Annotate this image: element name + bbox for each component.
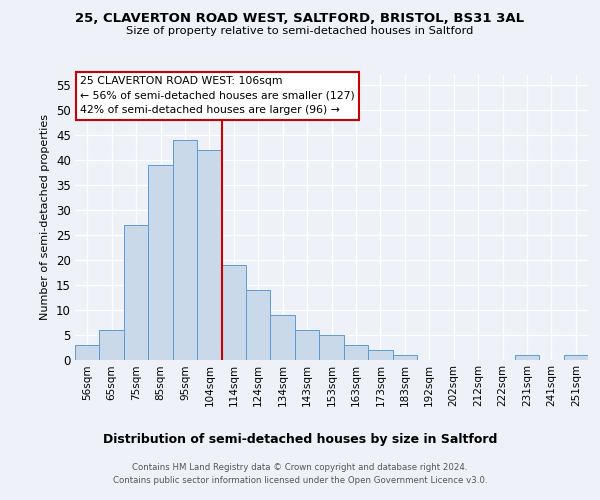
Bar [515,355,539,360]
Bar [124,225,148,360]
Bar [221,265,246,360]
Bar [344,345,368,360]
Text: 25, CLAVERTON ROAD WEST, SALTFORD, BRISTOL, BS31 3AL: 25, CLAVERTON ROAD WEST, SALTFORD, BRIST… [76,12,524,26]
Bar [173,140,197,360]
Bar [563,355,588,360]
Bar [368,350,392,360]
Text: 25 CLAVERTON ROAD WEST: 106sqm
← 56% of semi-detached houses are smaller (127)
4: 25 CLAVERTON ROAD WEST: 106sqm ← 56% of … [80,76,355,115]
Text: Contains public sector information licensed under the Open Government Licence v3: Contains public sector information licen… [113,476,487,485]
Text: Contains HM Land Registry data © Crown copyright and database right 2024.: Contains HM Land Registry data © Crown c… [132,464,468,472]
Text: Size of property relative to semi-detached houses in Saltford: Size of property relative to semi-detach… [127,26,473,36]
Bar [392,355,417,360]
Bar [319,335,344,360]
Bar [75,345,100,360]
Text: Distribution of semi-detached houses by size in Saltford: Distribution of semi-detached houses by … [103,432,497,446]
Bar [295,330,319,360]
Bar [148,165,173,360]
Bar [197,150,221,360]
Bar [271,315,295,360]
Bar [100,330,124,360]
Y-axis label: Number of semi-detached properties: Number of semi-detached properties [40,114,50,320]
Bar [246,290,271,360]
